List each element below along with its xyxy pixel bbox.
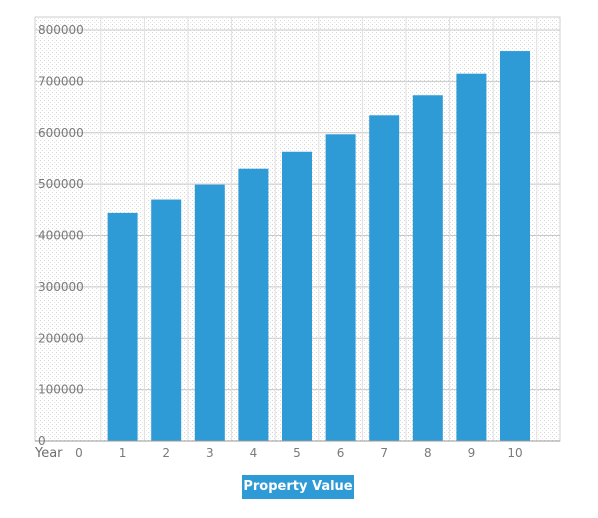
bar xyxy=(238,168,269,441)
y-tick-label: 700000 xyxy=(38,74,84,88)
y-tick-label: 0 xyxy=(38,434,46,448)
x-tick-label: 1 xyxy=(119,446,127,460)
bar xyxy=(325,134,356,441)
bar xyxy=(282,151,312,442)
bar xyxy=(151,199,182,441)
bar xyxy=(500,51,530,441)
bar xyxy=(412,95,443,441)
y-tick-label: 400000 xyxy=(38,229,84,243)
bar xyxy=(194,184,225,442)
y-tick-label: 600000 xyxy=(38,126,84,140)
legend-label: Property Value xyxy=(242,475,354,499)
x-tick-label: 7 xyxy=(380,446,388,460)
y-tick-label: 200000 xyxy=(38,331,84,345)
y-tick-label: 500000 xyxy=(38,177,84,191)
x-tick-label: 9 xyxy=(468,446,476,460)
bar xyxy=(369,115,400,441)
x-tick-label: 5 xyxy=(293,446,301,460)
x-tick-label: 6 xyxy=(337,446,345,460)
bar xyxy=(456,73,487,441)
x-tick-label: 8 xyxy=(424,446,432,460)
x-tick-label: 3 xyxy=(206,446,214,460)
x-tick-label: 4 xyxy=(250,446,258,460)
bar xyxy=(107,212,138,441)
x-tick-label: 10 xyxy=(507,446,522,460)
x-axis-title: Year xyxy=(34,446,63,461)
y-tick-label: 100000 xyxy=(38,383,84,397)
y-tick-label: 800000 xyxy=(38,23,84,37)
x-tick-label: 0 xyxy=(75,446,83,460)
y-tick-label: 300000 xyxy=(38,280,84,294)
x-tick-label: 2 xyxy=(162,446,170,460)
